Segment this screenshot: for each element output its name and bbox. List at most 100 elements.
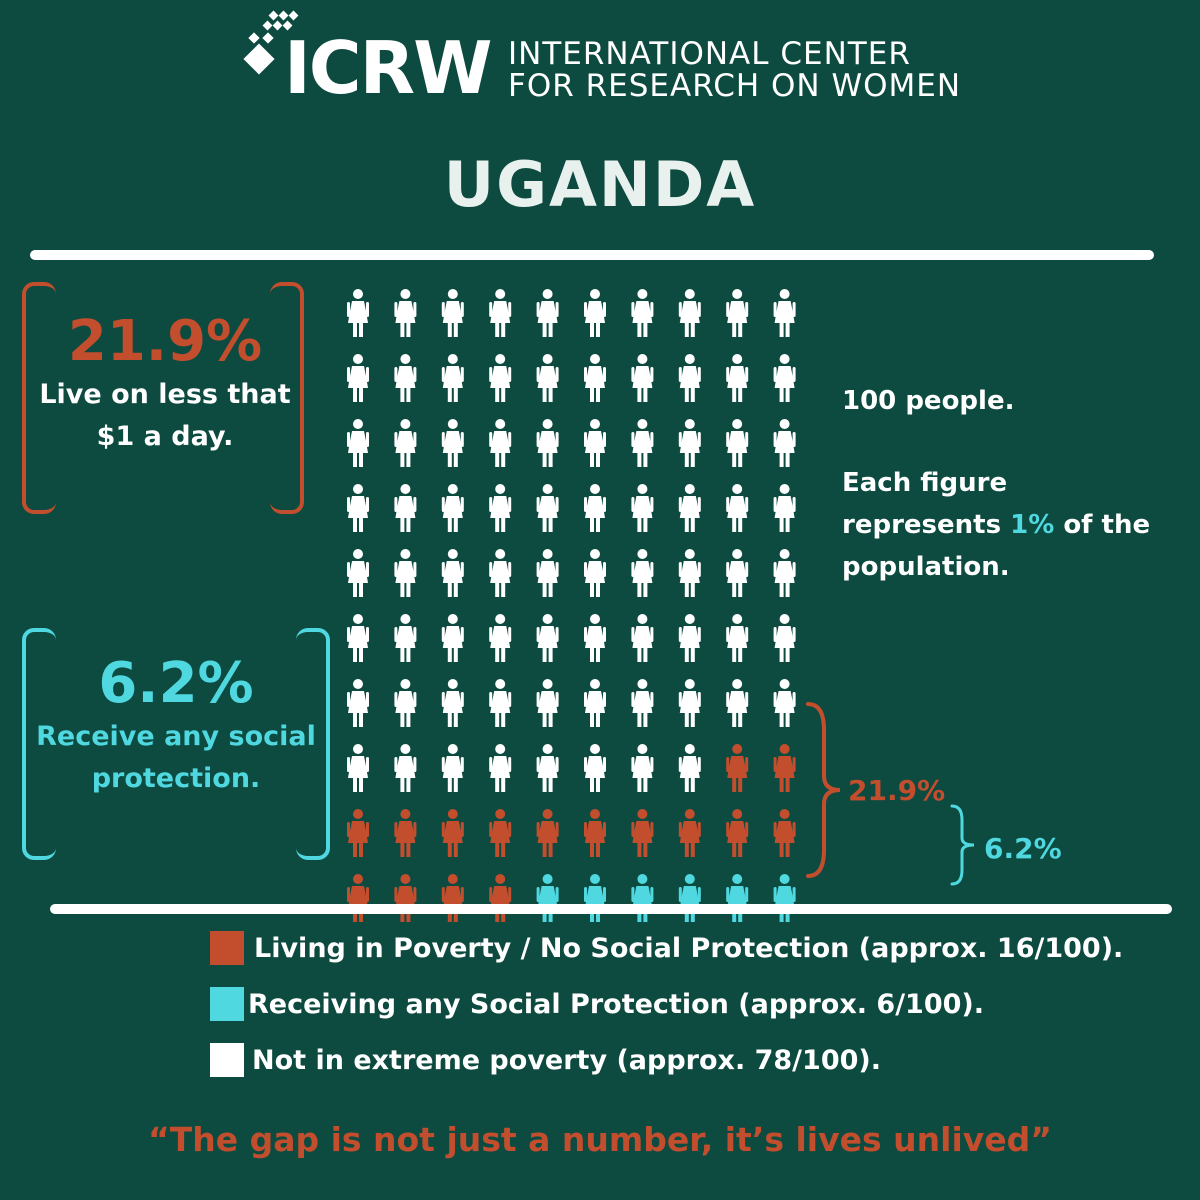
figure-poverty bbox=[584, 809, 606, 857]
figure-poverty bbox=[394, 809, 417, 857]
figure-not-in-poverty bbox=[631, 354, 654, 402]
note-line3-post: of the bbox=[1054, 510, 1151, 540]
logo-tagline-line2: FOR RESEARCH ON WOMEN bbox=[508, 68, 962, 104]
figure-not-in-poverty bbox=[726, 614, 749, 662]
figure-not-in-poverty bbox=[773, 549, 796, 597]
figure-not-in-poverty bbox=[678, 419, 701, 467]
figure-protection bbox=[678, 874, 701, 922]
poverty-bracket-left bbox=[22, 282, 56, 514]
closing-quote: “The gap is not just a number, it’s live… bbox=[148, 1120, 1052, 1159]
legend-label-poverty: Living in Poverty / No Social Protection… bbox=[254, 933, 1124, 964]
figure-protection bbox=[631, 874, 654, 922]
figure-not-in-poverty bbox=[631, 549, 654, 597]
figure-not-in-poverty bbox=[773, 484, 796, 532]
figure-not-in-poverty bbox=[726, 419, 749, 467]
poverty-stat-line1: Live on less that bbox=[39, 379, 291, 410]
figure-protection bbox=[584, 874, 606, 922]
figure-not-in-poverty bbox=[347, 354, 369, 402]
protection-stat-value: 6.2% bbox=[98, 651, 254, 716]
figure-not-in-poverty bbox=[678, 679, 701, 727]
figure-not-in-poverty bbox=[584, 419, 606, 467]
protection-brace-icon bbox=[950, 804, 975, 886]
figure-not-in-poverty bbox=[726, 484, 749, 532]
figure-not-in-poverty bbox=[489, 549, 512, 597]
figure-poverty bbox=[347, 809, 369, 857]
figure-poverty bbox=[347, 874, 369, 922]
figure-not-in-poverty bbox=[347, 744, 369, 792]
poverty-stat: 21.9% Live on less that $1 a day. bbox=[20, 310, 310, 458]
figure-not-in-poverty bbox=[347, 289, 369, 337]
figure-not-in-poverty bbox=[536, 484, 559, 532]
figure-not-in-poverty bbox=[773, 354, 796, 402]
logo-wordmark: ICRW bbox=[284, 26, 492, 110]
protection-bracket-left bbox=[22, 628, 56, 860]
figure-not-in-poverty bbox=[394, 419, 417, 467]
figure-not-in-poverty bbox=[631, 679, 654, 727]
figure-poverty bbox=[394, 874, 417, 922]
figure-not-in-poverty bbox=[678, 484, 701, 532]
poverty-stat-value: 21.9% bbox=[67, 309, 263, 374]
logo-tagline-line1: INTERNATIONAL CENTER bbox=[508, 36, 911, 72]
figure-not-in-poverty bbox=[489, 744, 512, 792]
figure-not-in-poverty bbox=[394, 289, 417, 337]
figure-not-in-poverty bbox=[489, 419, 512, 467]
figure-not-in-poverty bbox=[678, 354, 701, 402]
figure-not-in-poverty bbox=[489, 289, 512, 337]
figure-not-in-poverty bbox=[584, 679, 606, 727]
figure-not-in-poverty bbox=[678, 744, 701, 792]
icrw-diamond-logo-icon bbox=[243, 10, 299, 75]
figure-poverty bbox=[773, 809, 796, 857]
figure-not-in-poverty bbox=[536, 744, 559, 792]
figure-protection bbox=[726, 874, 749, 922]
figure-not-in-poverty bbox=[631, 289, 654, 337]
figure-not-in-poverty bbox=[584, 614, 606, 662]
note-line1: 100 people. bbox=[842, 386, 1015, 416]
figure-not-in-poverty bbox=[489, 484, 512, 532]
figure-not-in-poverty bbox=[631, 614, 654, 662]
figure-not-in-poverty bbox=[726, 549, 749, 597]
figure-not-in-poverty bbox=[489, 679, 512, 727]
figure-not-in-poverty bbox=[773, 614, 796, 662]
figure-not-in-poverty bbox=[536, 614, 559, 662]
figure-poverty bbox=[489, 809, 512, 857]
figure-not-in-poverty bbox=[584, 549, 606, 597]
legend-swatch-poverty bbox=[210, 931, 244, 965]
figure-not-in-poverty bbox=[536, 679, 559, 727]
figure-not-in-poverty bbox=[678, 614, 701, 662]
figure-not-in-poverty bbox=[726, 289, 749, 337]
protection-stat-line2: protection. bbox=[91, 763, 261, 794]
note-line3-pre: represents bbox=[842, 510, 1011, 540]
figure-poverty bbox=[631, 809, 654, 857]
figure-not-in-poverty bbox=[347, 419, 369, 467]
figure-not-in-poverty bbox=[678, 289, 701, 337]
legend-swatch-other bbox=[210, 1043, 244, 1077]
figure-not-in-poverty bbox=[584, 484, 606, 532]
figure-not-in-poverty bbox=[536, 289, 559, 337]
figure-not-in-poverty bbox=[347, 549, 369, 597]
legend-label-other: Not in extreme poverty (approx. 78/100). bbox=[252, 1045, 881, 1076]
figure-not-in-poverty bbox=[394, 484, 417, 532]
figure-protection bbox=[536, 874, 559, 922]
figure-not-in-poverty bbox=[584, 354, 606, 402]
poverty-bracket-right bbox=[270, 282, 304, 514]
figure-not-in-poverty bbox=[489, 354, 512, 402]
figure-not-in-poverty bbox=[441, 289, 464, 337]
figure-poverty bbox=[726, 744, 749, 792]
figure-not-in-poverty bbox=[441, 354, 464, 402]
figure-not-in-poverty bbox=[536, 549, 559, 597]
logo-tagline: INTERNATIONAL CENTER FOR RESEARCH ON WOM… bbox=[508, 38, 961, 102]
figure-poverty bbox=[441, 874, 464, 922]
figure-not-in-poverty bbox=[441, 679, 464, 727]
figure-poverty bbox=[773, 744, 796, 792]
figure-not-in-poverty bbox=[536, 419, 559, 467]
figure-protection bbox=[773, 874, 796, 922]
poverty-stat-line2: $1 a day. bbox=[96, 421, 234, 452]
figure-not-in-poverty bbox=[489, 614, 512, 662]
legend-swatch-protection bbox=[210, 987, 244, 1021]
figure-not-in-poverty bbox=[584, 744, 606, 792]
figure-not-in-poverty bbox=[678, 549, 701, 597]
protection-bracket-right bbox=[296, 628, 330, 860]
poverty-brace-icon bbox=[806, 702, 841, 878]
note-line3: represents 1% of the bbox=[842, 504, 1150, 546]
